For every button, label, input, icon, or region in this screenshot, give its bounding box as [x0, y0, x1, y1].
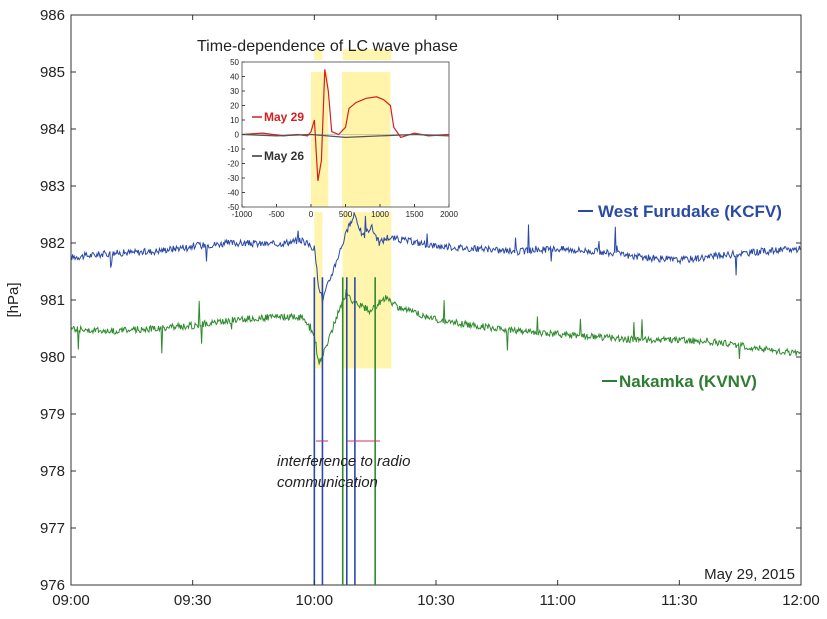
legend-nakanaka: Nakamka (KVNV)	[602, 372, 757, 391]
inset-highlight-0	[311, 72, 329, 207]
inset-highlight-windows	[311, 72, 391, 207]
x-tick-label-6: 12:00	[782, 592, 820, 609]
y-tick-label-10: 986	[40, 7, 65, 24]
inset-y-label-0: 50	[230, 58, 239, 67]
series-line-1	[70, 288, 801, 365]
interference-label-line2: communication	[277, 474, 378, 491]
inset-series-line-1	[241, 133, 450, 139]
interference-label-line1: interference to radio	[277, 453, 410, 470]
inset-legend-may26-label: May 26	[264, 149, 304, 163]
y-axis-ticks: 976 977 978 979 980 981 982 983 984 985 986	[40, 7, 801, 594]
y-tick-label-0: 976	[40, 577, 65, 594]
x-tick-label-4: 11:00	[539, 592, 575, 609]
inset-y-label-7: -20	[227, 160, 239, 169]
inset-x-label-6: 2000	[440, 210, 458, 219]
inset-y-ticks: 50 40 30 20 10 0 -10 -20 -30 -40 -50	[227, 58, 245, 212]
y-tick-label-9: 985	[40, 64, 65, 81]
inset-x-label-2: 0	[309, 210, 314, 219]
y-tick-label-2: 978	[40, 463, 65, 480]
inset-y-label-1: 40	[230, 73, 239, 82]
inset-title: Time-dependence of LC wave phase	[197, 38, 458, 55]
x-axis-ticks: 09:00 09:30 10:00 10:30 11:00 11:30 12:00	[52, 15, 820, 609]
y-tick-label-4: 980	[40, 349, 65, 366]
inset-legend-may29-label: May 29	[264, 110, 304, 124]
inset-y-label-5: 0	[235, 131, 240, 140]
x-tick-label-2: 10:00	[296, 592, 334, 609]
y-tick-label-3: 979	[40, 406, 65, 423]
inset-y-label-6: -10	[227, 145, 239, 154]
nakamka-label: Nakamka (KVNV)	[619, 372, 757, 391]
inset-y-label-2: 30	[230, 87, 239, 96]
inset-y-label-8: -30	[227, 174, 239, 183]
main-series-lines	[70, 210, 801, 365]
dropout-spikes	[313, 277, 376, 585]
interference-annotation: interference to radio communication	[277, 440, 410, 491]
inset-y-label-4: 10	[230, 116, 239, 125]
inset-series-lines	[241, 69, 450, 182]
inset-x-label-3: 500	[339, 210, 353, 219]
y-tick-label-1: 977	[40, 520, 65, 537]
y-tick-label-8: 984	[40, 121, 65, 138]
inset-x-label-5: 1500	[406, 210, 424, 219]
y-tick-label-7: 983	[40, 178, 65, 195]
legend-west-furudake: West Furudake (KCFV)	[578, 202, 782, 221]
x-tick-label-1: 09:30	[174, 592, 212, 609]
inset-highlight-1	[342, 72, 391, 207]
inset-y-label-9: -40	[227, 189, 239, 198]
date-label: May 29, 2015	[704, 566, 795, 583]
inset-x-label-1: -500	[268, 210, 285, 219]
x-tick-label-0: 09:00	[52, 592, 90, 609]
y-tick-label-5: 981	[40, 292, 65, 309]
series-line-0	[70, 210, 801, 303]
y-axis-label: [hPa]	[5, 282, 22, 317]
inset-y-label-3: 20	[230, 102, 239, 111]
x-tick-label-5: 11:30	[661, 592, 697, 609]
inset-legend-may29: May 29	[252, 110, 304, 124]
inset-x-label-4: 1000	[371, 210, 389, 219]
inset-x-label-0: -1000	[232, 210, 253, 219]
inset-plot: Time-dependence of LC wave phase -1000 -5…	[197, 38, 458, 219]
inset-y-label-10: -50	[227, 203, 239, 212]
west-furudake-label: West Furudake (KCFV)	[598, 202, 782, 221]
y-tick-label-6: 982	[40, 235, 65, 252]
inset-x-ticks: -1000 -500 0 500 1000 1500 2000	[232, 204, 458, 219]
inset-legend-may26: May 26	[252, 149, 304, 163]
x-tick-label-3: 10:30	[417, 592, 455, 609]
inset-series-line-0	[241, 69, 450, 182]
